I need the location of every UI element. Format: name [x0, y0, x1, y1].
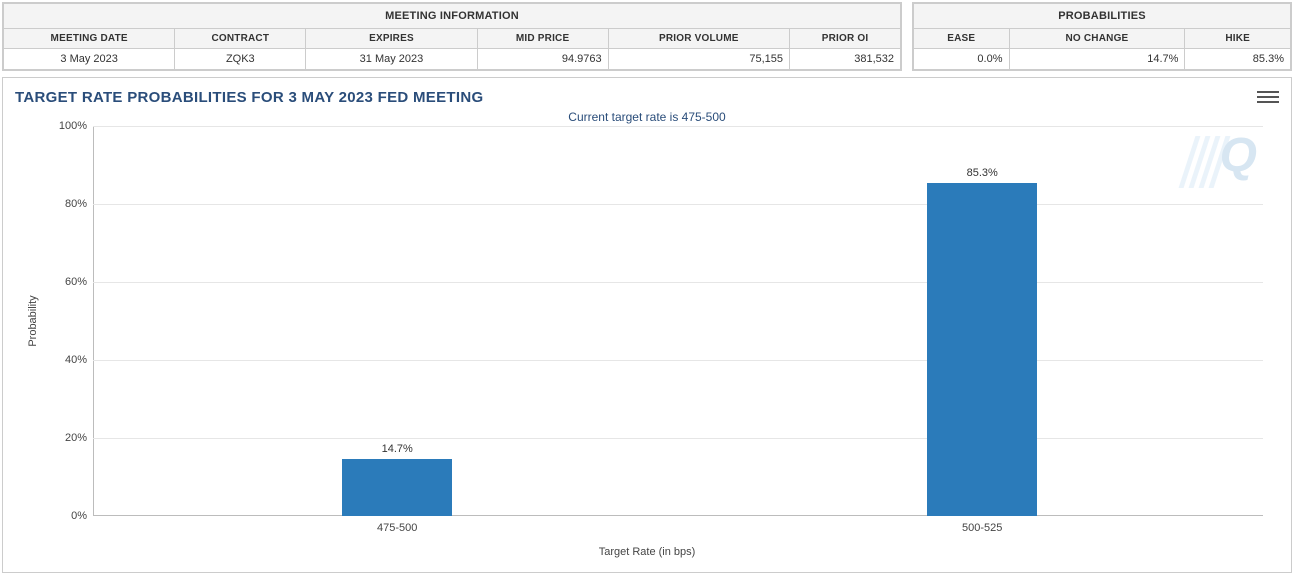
gridline: [93, 360, 1263, 361]
probabilities-panel: PROBABILITIES EASENO CHANGEHIKE 0.0%14.7…: [912, 2, 1292, 71]
cell: 94.9763: [477, 49, 608, 70]
column-header: MEETING DATE: [4, 29, 175, 49]
y-tick-label: 80%: [65, 198, 93, 210]
cell: 0.0%: [914, 49, 1010, 70]
meeting-information-table: MEETING INFORMATION MEETING DATECONTRACT…: [3, 3, 901, 70]
x-axis-title: Target Rate (in bps): [599, 546, 696, 558]
column-header: HIKE: [1185, 29, 1291, 49]
column-header: PRIOR OI: [790, 29, 901, 49]
column-header: EASE: [914, 29, 1010, 49]
bar-value-label: 85.3%: [967, 167, 998, 183]
chart-menu-button[interactable]: [1257, 86, 1279, 108]
chart-subtitle: Current target rate is 475-500: [15, 110, 1279, 124]
gridline: [93, 282, 1263, 283]
x-tick-label: 475-500: [377, 516, 417, 534]
chart-panel: TARGET RATE PROBABILITIES FOR 3 MAY 2023…: [2, 77, 1292, 573]
probabilities-title: PROBABILITIES: [914, 4, 1291, 29]
meeting-information-panel: MEETING INFORMATION MEETING DATECONTRACT…: [2, 2, 902, 71]
y-tick-label: 40%: [65, 354, 93, 366]
cell: 381,532: [790, 49, 901, 70]
gridline: [93, 204, 1263, 205]
chart-plot-area: Q 0%20%40%60%80%100%14.7%475-50085.3%500…: [93, 126, 1263, 516]
cell: 14.7%: [1009, 49, 1185, 70]
gridline: [93, 438, 1263, 439]
bar: [342, 459, 452, 516]
bar: [927, 183, 1037, 516]
chart-title: TARGET RATE PROBABILITIES FOR 3 MAY 2023…: [15, 89, 483, 106]
cell: 85.3%: [1185, 49, 1291, 70]
cell: ZQK3: [175, 49, 306, 70]
y-axis-title: Probability: [27, 295, 39, 346]
cell: 31 May 2023: [306, 49, 477, 70]
gridline: [93, 126, 1263, 127]
watermark: Q: [1187, 132, 1257, 192]
cell: 3 May 2023: [4, 49, 175, 70]
column-header: MID PRICE: [477, 29, 608, 49]
y-tick-label: 0%: [71, 510, 93, 522]
y-tick-label: 20%: [65, 432, 93, 444]
table-row: 0.0%14.7%85.3%: [914, 49, 1291, 70]
cell: 75,155: [608, 49, 789, 70]
y-tick-label: 60%: [65, 276, 93, 288]
y-tick-label: 100%: [59, 120, 93, 132]
meeting-info-title: MEETING INFORMATION: [4, 4, 901, 29]
column-header: PRIOR VOLUME: [608, 29, 789, 49]
column-header: CONTRACT: [175, 29, 306, 49]
x-tick-label: 500-525: [962, 516, 1002, 534]
bar-value-label: 14.7%: [382, 443, 413, 459]
table-row: 3 May 2023ZQK331 May 202394.976375,15538…: [4, 49, 901, 70]
y-axis-line: [93, 126, 94, 516]
column-header: NO CHANGE: [1009, 29, 1185, 49]
x-axis-line: [93, 515, 1263, 516]
probabilities-table: PROBABILITIES EASENO CHANGEHIKE 0.0%14.7…: [913, 3, 1291, 70]
column-header: EXPIRES: [306, 29, 477, 49]
